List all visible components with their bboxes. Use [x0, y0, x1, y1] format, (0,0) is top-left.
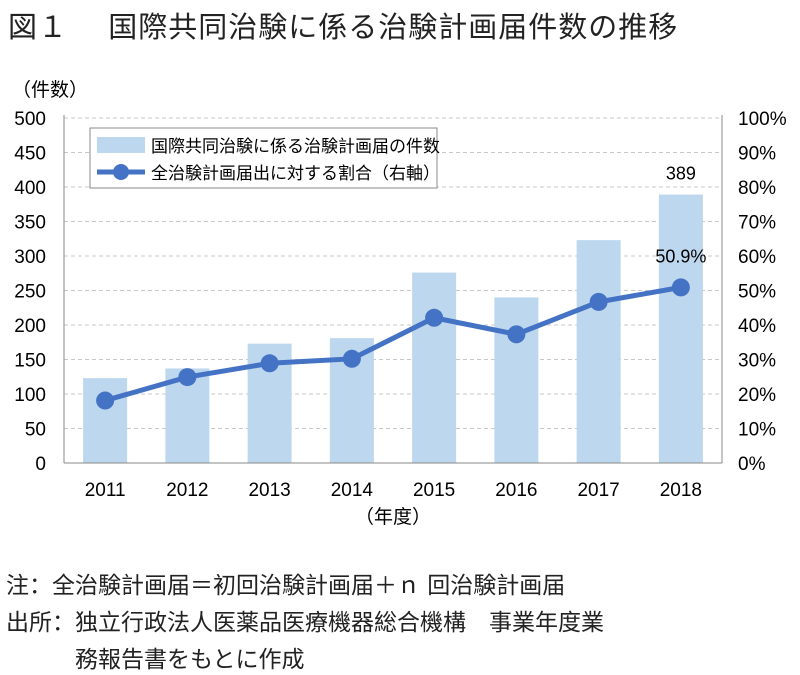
point-2018	[671, 278, 690, 297]
point-2017	[589, 292, 608, 311]
y-tick-label: 200	[14, 316, 46, 337]
point-2012	[178, 368, 197, 387]
bar-2015	[412, 272, 457, 463]
bar-2011	[83, 378, 128, 463]
x-tick-label: 2013	[248, 480, 290, 501]
bar-2016	[494, 297, 539, 463]
y2-tick-label: 40%	[738, 316, 776, 337]
legend	[89, 127, 438, 189]
y-axis-label: （件数）	[12, 79, 88, 101]
point-2013	[260, 354, 279, 373]
bar-2017	[576, 240, 621, 463]
x-tick-label: 2012	[166, 480, 208, 501]
y2-tick-label: 90%	[738, 144, 776, 165]
y-tick-label: 250	[14, 282, 46, 303]
x-tick-label: 2017	[577, 480, 619, 501]
y-tick-label: 50	[25, 420, 46, 441]
point-2014	[342, 349, 361, 368]
bar-2018	[658, 194, 703, 463]
y-tick-label: 450	[14, 144, 46, 165]
y2-tick-label: 10%	[738, 420, 776, 441]
y-tick-label: 100	[14, 385, 46, 406]
y2-tick-label: 100%	[738, 109, 787, 130]
chart: 0 50 100 150 200 250 300 350 400 450 500 0% 10% 20% 30…	[12, 79, 787, 528]
x-tick-label: 2016	[495, 480, 537, 501]
x-tick-label: 2018	[660, 480, 702, 501]
point-2015	[425, 308, 444, 327]
legend-bar-swatch	[97, 137, 145, 153]
point-2011	[96, 391, 115, 410]
point-2016	[507, 325, 526, 344]
x-tick-label: 2014	[331, 480, 374, 501]
x-tick-label: 2015	[413, 480, 455, 501]
note: 注：全治験計画届＝初回治験計画届＋ｎ 回治験計画届	[6, 573, 566, 599]
y2-tick-label: 60%	[738, 247, 776, 268]
source-continued: 務報告書をもとに作成	[6, 647, 305, 673]
y-tick-label: 350	[14, 213, 46, 234]
line-data-label: 50.9%	[655, 246, 706, 266]
y-tick-label: 400	[14, 178, 46, 199]
y2-tick-label: 50%	[738, 282, 776, 303]
y-tick-label: 500	[14, 109, 46, 130]
y2-tick-label: 80%	[738, 178, 776, 199]
legend-line-marker	[113, 164, 129, 180]
legend-bar-label: 国際共同治験に係る治験計画届の件数	[151, 137, 440, 156]
figure-title: 図１ 国際共同治験に係る治験計画届件数の推移	[8, 10, 679, 44]
y2-tick-label: 30%	[738, 351, 776, 372]
y-tick-label: 300	[14, 247, 46, 268]
y2-tick-label: 70%	[738, 213, 776, 234]
x-axis-label: （年度）	[355, 506, 431, 528]
x-tick-label: 2011	[85, 480, 126, 501]
source: 出所：独立行政法人医薬品医療機器総合機構 事業年度業	[6, 610, 604, 636]
legend-line-label: 全治験計画届出に対する割合（右軸）	[151, 164, 440, 183]
y2-tick-label: 0%	[738, 454, 766, 475]
y-tick-label: 150	[14, 351, 46, 372]
y-tick-label: 0	[35, 454, 46, 475]
bar-data-label: 389	[666, 164, 696, 184]
y2-tick-label: 20%	[738, 385, 776, 406]
line-series	[104, 284, 682, 403]
